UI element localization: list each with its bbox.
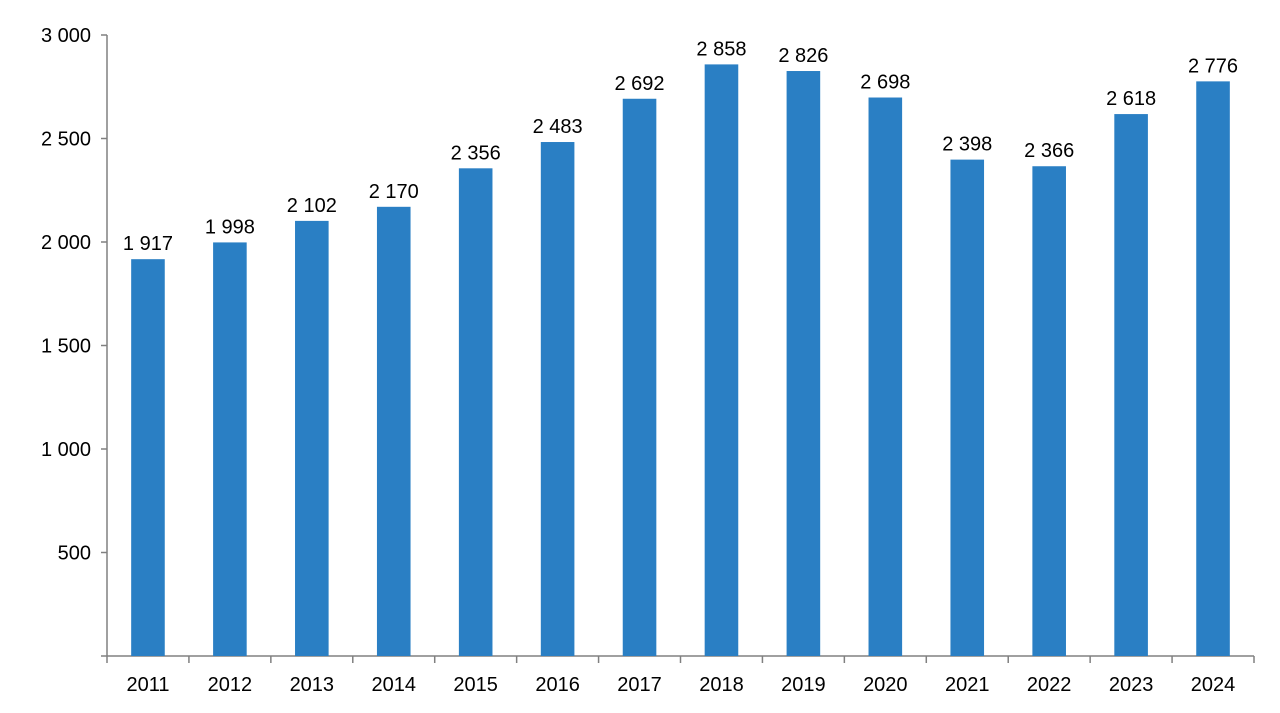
x-tick-label: 2019: [781, 674, 826, 696]
bar-2015: [458, 168, 493, 657]
data-label-2018: 2 858: [696, 38, 746, 60]
bar-2016: [540, 142, 575, 657]
y-axis: 500 1 000 1 500 2 000 2 500 3 000: [41, 25, 108, 656]
x-tick-label: 2014: [372, 674, 417, 696]
data-label-2021: 2 398: [942, 134, 992, 156]
bar-2011: [131, 259, 165, 656]
data-label-2013: 2 102: [287, 195, 337, 217]
data-label-2017: 2 692: [615, 73, 665, 95]
bar-2021: [950, 159, 985, 656]
x-tick-label: 2011: [126, 674, 169, 696]
bar-2023: [1114, 114, 1148, 657]
bar-2022: [1032, 166, 1066, 656]
x-tick-label: 2018: [699, 674, 744, 696]
x-tick-label: 2022: [1027, 674, 1072, 696]
bar-2013: [295, 220, 329, 657]
bar-2024: [1196, 81, 1230, 657]
data-label-2012: 1 998: [205, 216, 255, 238]
x-tick-label: 2021: [945, 674, 990, 696]
data-label-2016: 2 483: [533, 116, 583, 138]
bar-2012: [213, 242, 247, 656]
bar-2019: [786, 71, 821, 656]
data-label-2020: 2 698: [860, 72, 910, 94]
x-axis: 2011 2012 2013 2014 2015 2016 2017 2018 2019 2020…: [101, 655, 1255, 696]
y-tick-label: 3 000: [41, 25, 91, 47]
data-label-2023: 2 618: [1106, 88, 1156, 110]
x-tick-label: 2015: [453, 674, 498, 696]
bar-2017: [622, 98, 657, 657]
data-label-2015: 2 356: [451, 142, 501, 164]
data-label-2024: 2 776: [1188, 55, 1238, 77]
data-label-2014: 2 170: [369, 181, 419, 203]
bars: [131, 64, 1230, 657]
data-label-2011: 1 917: [123, 233, 173, 255]
data-labels: 1 917 1 998 2 102 2 170 2 356 2 483 2 692 2 858…: [123, 38, 1238, 255]
x-tick-label: 2017: [617, 674, 662, 696]
x-tick-label: 2020: [863, 674, 908, 696]
x-tick-label: 2024: [1191, 674, 1236, 696]
x-tick-label: 2023: [1109, 674, 1154, 696]
data-label-2019: 2 826: [778, 45, 828, 67]
bar-2020: [868, 97, 903, 657]
y-tick-label: 1 500: [41, 336, 91, 358]
data-label-2022: 2 366: [1024, 140, 1074, 162]
bar-2018: [704, 64, 739, 657]
x-tick-label: 2012: [208, 674, 253, 696]
x-tick-label: 2013: [290, 674, 335, 696]
y-tick-label: 2 500: [41, 129, 91, 151]
y-tick-label: 2 000: [41, 232, 91, 254]
x-tick-label: 2016: [535, 674, 580, 696]
y-tick-label: 500: [58, 543, 91, 565]
y-tick-label: 1 000: [41, 439, 91, 461]
bar-2014: [376, 206, 411, 656]
